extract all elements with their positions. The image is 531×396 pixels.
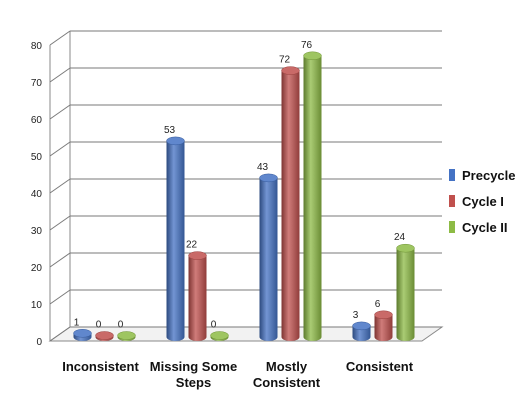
y-tick-label: 60: [31, 115, 43, 126]
bar-body: [374, 314, 393, 341]
gridline-side: [49, 141, 71, 157]
gridline-side: [49, 178, 71, 194]
gridline-side: [49, 30, 71, 46]
legend-label: Cycle I: [462, 194, 504, 209]
y-axis: 0 10 20 30 40 50 60 70 80: [31, 41, 43, 348]
y-tick-label: 70: [31, 78, 43, 89]
data-label: 72: [279, 55, 291, 66]
bar-precycle-0: [73, 329, 92, 341]
data-labels: 1 0 0 53 22 0 43 72 76 3 6 24: [74, 40, 406, 331]
bar-cycle-ii-1: [210, 331, 229, 341]
bar-top: [374, 310, 393, 320]
bar-top: [95, 331, 114, 340]
bar-top: [396, 243, 415, 253]
bar-cycle-i-3: [374, 310, 393, 341]
bar-body: [259, 177, 278, 341]
data-label: 6: [375, 299, 381, 310]
y-tick-label: 40: [31, 189, 43, 200]
bar-cycle-ii-3: [396, 243, 415, 341]
x-tick-label: Missing Some Steps: [150, 359, 237, 390]
y-tick-label: 0: [36, 337, 42, 348]
bar-top: [259, 173, 278, 183]
data-label: 43: [257, 162, 269, 173]
gridline-side: [49, 289, 71, 305]
bars: [73, 51, 415, 342]
data-label: 0: [96, 320, 102, 331]
bar-top: [281, 66, 300, 75]
chart-back-wall: [48, 30, 444, 342]
data-label: 24: [394, 232, 406, 243]
y-tick-label: 20: [31, 263, 43, 274]
bar-body: [396, 248, 415, 341]
legend-label: Cycle II: [462, 220, 508, 235]
gridline-side: [49, 67, 71, 83]
data-label: 0: [211, 320, 217, 331]
bar-body: [352, 325, 371, 341]
data-label: 76: [301, 40, 313, 51]
gridline-side: [49, 104, 71, 120]
data-label: 22: [186, 240, 198, 251]
bar-cycle-ii-0: [117, 331, 136, 341]
y-tick-label: 30: [31, 226, 43, 237]
bar-precycle-3: [352, 321, 371, 341]
bar-cycle-i-0: [95, 331, 114, 341]
bar-cycle-i-1: [188, 251, 207, 341]
y-tick-label: 50: [31, 152, 43, 163]
bar-top: [352, 321, 371, 331]
bar-cycle-i-2: [281, 66, 300, 341]
gridline-side: [49, 326, 71, 342]
bar-body: [281, 70, 300, 341]
x-tick-label: Mostly Consistent: [253, 359, 321, 390]
bar-body: [188, 255, 207, 341]
legend-swatch: [449, 169, 455, 181]
legend: Precycle Cycle I Cycle II: [449, 168, 516, 235]
bar-top: [73, 329, 92, 338]
data-label: 0: [118, 320, 124, 331]
data-label: 3: [353, 310, 359, 321]
bar-top: [117, 331, 136, 340]
bar-top: [303, 51, 322, 61]
x-tick-label: Consistent: [346, 359, 414, 374]
data-label: 1: [74, 317, 80, 328]
y-tick-label: 10: [31, 300, 43, 311]
bar-body: [166, 140, 185, 341]
legend-swatch: [449, 221, 455, 233]
gridline-side: [49, 252, 71, 268]
gridline-side: [49, 215, 71, 231]
bar-body: [303, 55, 322, 342]
x-tick-label: Inconsistent: [62, 359, 139, 374]
bar-cycle-ii-2: [303, 51, 322, 342]
bar-top: [210, 331, 229, 340]
bar-precycle-1: [166, 136, 185, 341]
data-label: 53: [164, 125, 176, 136]
bar-top: [188, 251, 207, 260]
bar-top: [166, 136, 185, 146]
y-tick-label: 80: [31, 41, 43, 52]
x-axis: Inconsistent Missing Some Steps Mostly Consi…: [62, 359, 414, 390]
bar-precycle-2: [259, 173, 278, 341]
legend-label: Precycle: [462, 168, 516, 183]
legend-swatch: [449, 195, 455, 207]
